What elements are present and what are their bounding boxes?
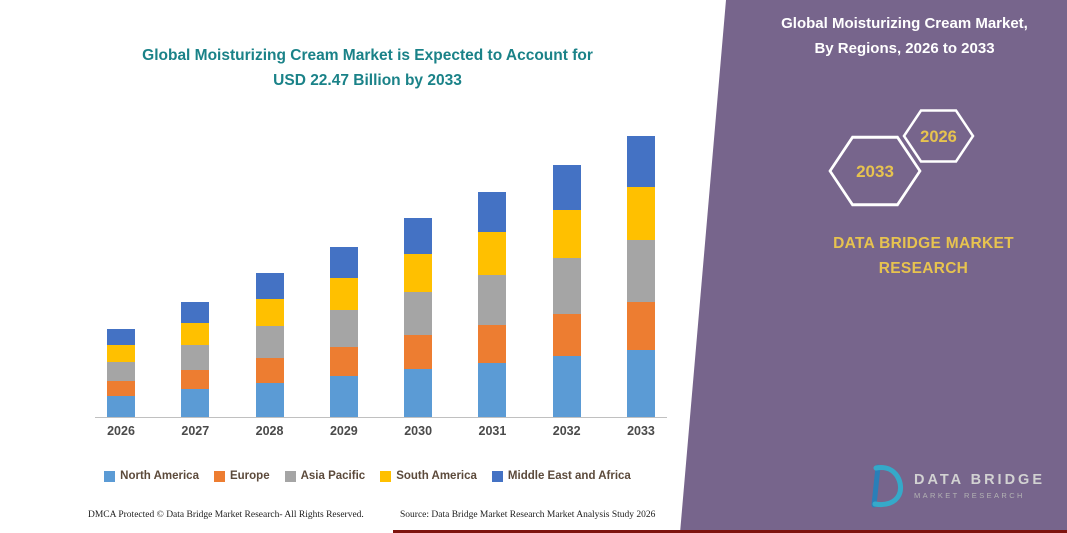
bar-segment (404, 218, 433, 254)
legend-label: North America (120, 470, 199, 482)
bar-segment (552, 313, 581, 357)
bar-segment (626, 136, 655, 187)
panel-title-line1: Global Moisturizing Cream Market, (781, 15, 1028, 32)
x-axis-label: 2028 (255, 424, 284, 438)
legend-item: South America (380, 470, 477, 482)
bar-segment (255, 358, 284, 383)
chart-title-line1: Global Moisturizing Cream Market is Expe… (142, 47, 593, 64)
bar-2028 (255, 273, 284, 417)
bar-segment (107, 396, 135, 417)
bar-segment (478, 191, 507, 233)
bar-segment (181, 369, 210, 390)
chart-title: Global Moisturizing Cream Market is Expe… (55, 44, 680, 94)
bar-segment (404, 335, 433, 370)
legend-swatch (213, 470, 225, 482)
legend-swatch (284, 470, 296, 482)
logo-name: DATA BRIDGE (913, 472, 1045, 488)
bar-segment (329, 277, 358, 310)
bar-segment (478, 275, 507, 325)
bar-segment (255, 299, 284, 327)
bar-segment (107, 329, 135, 346)
chart-legend: North America Europe Asia Pacific South Ame… (55, 470, 680, 482)
logo-subtitle: MARKET RESEARCH (913, 491, 1025, 500)
bar-2026 (107, 329, 135, 417)
bar-2030 (404, 218, 433, 417)
bar-segment (404, 291, 433, 336)
brand-text-line2: RESEARCH (878, 259, 969, 277)
bar-segment (329, 247, 358, 278)
legend-item: Middle East and Africa (491, 470, 631, 482)
legend-swatch (491, 470, 503, 482)
bar-segment (626, 301, 655, 350)
bar-segment (329, 309, 358, 348)
bar-segment (626, 186, 655, 241)
bar-segment (107, 361, 135, 382)
legend-item: Europe (213, 470, 270, 482)
bar-segment (181, 301, 210, 323)
bar-segment (255, 273, 284, 300)
legend-item: Asia Pacific (284, 470, 366, 482)
bar-segment (552, 164, 581, 211)
bar-segment (552, 210, 581, 259)
bar-segment (181, 344, 210, 370)
legend-label: Middle East and Africa (507, 470, 631, 482)
source-note: Source: Data Bridge Market Research Mark… (400, 510, 656, 520)
bar-segment (107, 345, 135, 362)
legend-swatch (104, 470, 116, 482)
logo-d-icon (871, 464, 903, 508)
bar-segment (478, 324, 507, 363)
bar-2029 (329, 247, 358, 417)
x-axis-label: 2032 (552, 424, 581, 438)
footer-red-line (393, 530, 1067, 533)
bar-segment (478, 232, 507, 276)
bar-2031 (478, 191, 507, 417)
bar-segment (181, 322, 210, 345)
x-axis-label: 2033 (627, 424, 655, 438)
x-axis-label: 2031 (478, 424, 507, 438)
bar-segment (478, 363, 507, 417)
side-panel: Global Moisturizing Cream Market, By Reg… (680, 0, 1067, 533)
bar-segment (329, 347, 358, 377)
bar-segment (626, 240, 655, 302)
bar-chart-plot-area (95, 118, 667, 418)
legend-label: Europe (229, 470, 270, 482)
legend-label: South America (396, 470, 477, 482)
x-axis-label: 2029 (329, 424, 358, 438)
bar-2032 (552, 164, 581, 417)
hexagon-year-2026: 2026 (920, 128, 957, 146)
hexagon-year-2033: 2033 (856, 162, 894, 181)
legend-swatch (380, 470, 392, 482)
brand-text: DATA BRIDGE MARKET RESEARCH (780, 232, 1067, 282)
panel-title: Global Moisturizing Cream Market, By Reg… (750, 12, 1059, 62)
chart-title-line2: USD 22.47 Billion by 2033 (273, 71, 462, 89)
x-axis-label: 2026 (107, 424, 135, 438)
bar-segment (255, 382, 284, 417)
panel-title-line2: By Regions, 2026 to 2033 (814, 39, 995, 57)
bar-2027 (181, 301, 210, 417)
x-axis-label: 2027 (181, 424, 210, 438)
bar-segment (107, 381, 135, 396)
x-axis-labels: 2026 2027 2028 2029 2030 2031 2032 2033 (95, 424, 667, 438)
bar-segment (552, 356, 581, 417)
logo-text: DATA BRIDGE MARKET RESEARCH (914, 472, 1045, 500)
dmca-notice: DMCA Protected © Data Bridge Market Rese… (88, 510, 364, 520)
bar-segment (626, 349, 655, 417)
legend-item: North America (104, 470, 199, 482)
legend-label: Asia Pacific (300, 470, 366, 482)
bar-segment (329, 376, 358, 417)
bar-segment (552, 258, 581, 314)
bar-segment (404, 369, 433, 417)
year-hexagons: 2033 2026 (828, 109, 975, 207)
company-logo: DATA BRIDGE MARKET RESEARCH (867, 463, 1045, 509)
brand-text-line1: DATA BRIDGE MARKET (833, 235, 1014, 252)
bar-2033 (626, 136, 655, 417)
bar-segment (181, 389, 210, 417)
hexagon-2033-outline (828, 136, 922, 206)
x-axis-label: 2030 (404, 424, 433, 438)
hexagon-2026-outline (902, 109, 975, 163)
bar-segment (255, 326, 284, 358)
bar-segment (404, 253, 433, 292)
